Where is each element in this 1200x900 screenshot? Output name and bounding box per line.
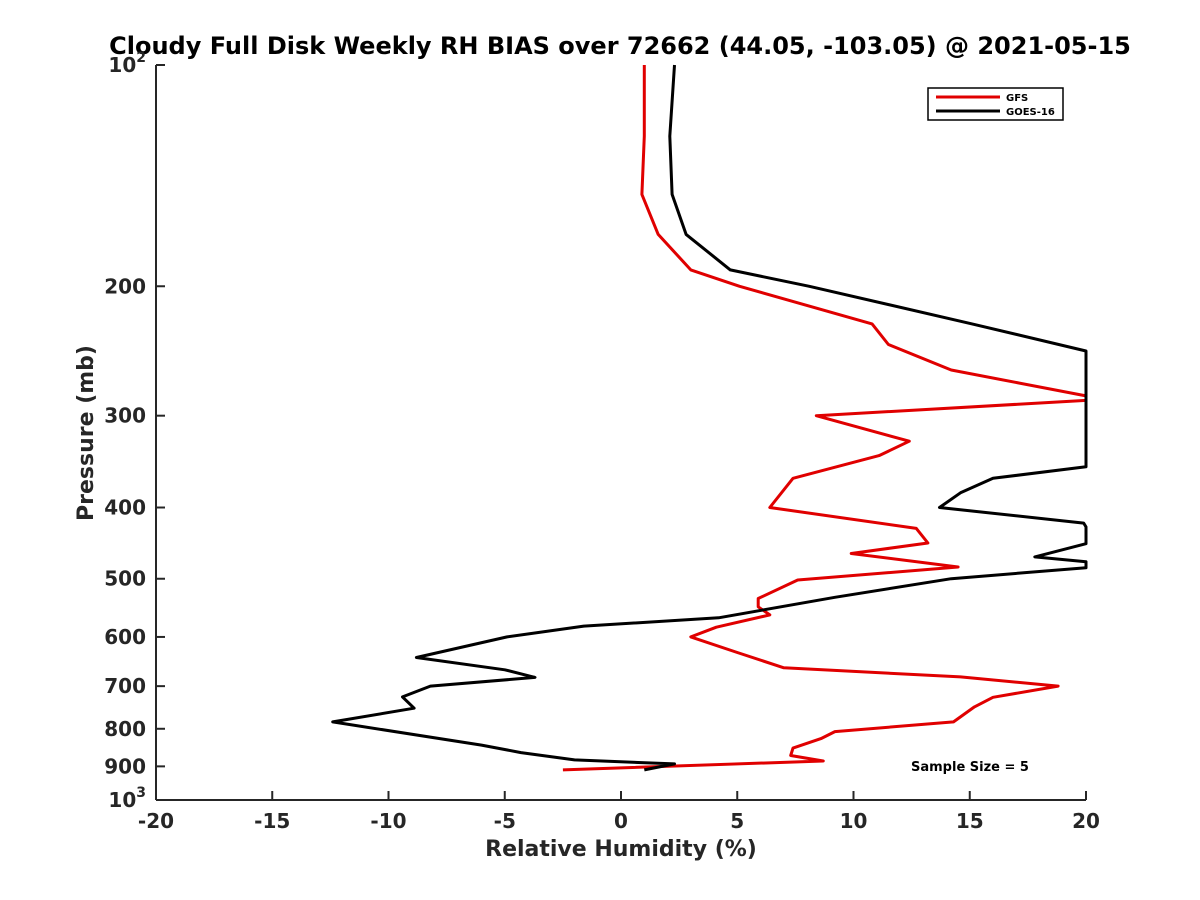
y-tick-label: 103 <box>108 785 146 812</box>
x-tick-label: -5 <box>494 809 516 833</box>
x-tick-label: 10 <box>840 809 868 833</box>
x-ticks: -20 -15 -10 -5 0 5 10 15 20 <box>138 791 1100 833</box>
y-tick-label: 102 <box>108 50 146 77</box>
sample-size-annotation: Sample Size = 5 <box>911 760 1029 775</box>
legend-label-goes16: GOES-16 <box>1006 107 1055 118</box>
series-line-goes16 <box>331 64 1088 772</box>
x-tick-label: 0 <box>614 809 628 833</box>
y-axis-label: Pressure (mb) <box>74 345 99 521</box>
x-tick-label: 20 <box>1072 809 1100 833</box>
y-tick-label: 200 <box>104 274 146 298</box>
series-lines <box>331 64 1088 772</box>
x-tick-label: -20 <box>138 809 174 833</box>
x-tick-label: -15 <box>254 809 290 833</box>
legend-label-gfs: GFS <box>1006 93 1028 104</box>
x-tick-label: 5 <box>730 809 744 833</box>
x-tick-label: 15 <box>956 809 984 833</box>
y-tick-label: 800 <box>104 717 146 741</box>
x-axis-label: Relative Humidity (%) <box>485 837 757 862</box>
y-tick-label: 600 <box>104 625 146 649</box>
y-tick-label: 300 <box>104 404 146 428</box>
legend-box <box>927 87 1064 121</box>
chart-title: Cloudy Full Disk Weekly RH BIAS over 726… <box>109 32 1131 60</box>
series-line-gfs <box>562 65 1088 772</box>
y-tick-label: 700 <box>104 674 146 698</box>
y-tick-label: 500 <box>104 567 146 591</box>
y-ticks: 102 200 300 400 500 600 700 800 900 103 <box>104 50 165 812</box>
x-tick-label: -10 <box>370 809 406 833</box>
y-tick-label: 900 <box>104 754 146 778</box>
legend: GFS GOES-16 <box>927 87 1064 121</box>
y-tick-label: 400 <box>104 496 146 520</box>
